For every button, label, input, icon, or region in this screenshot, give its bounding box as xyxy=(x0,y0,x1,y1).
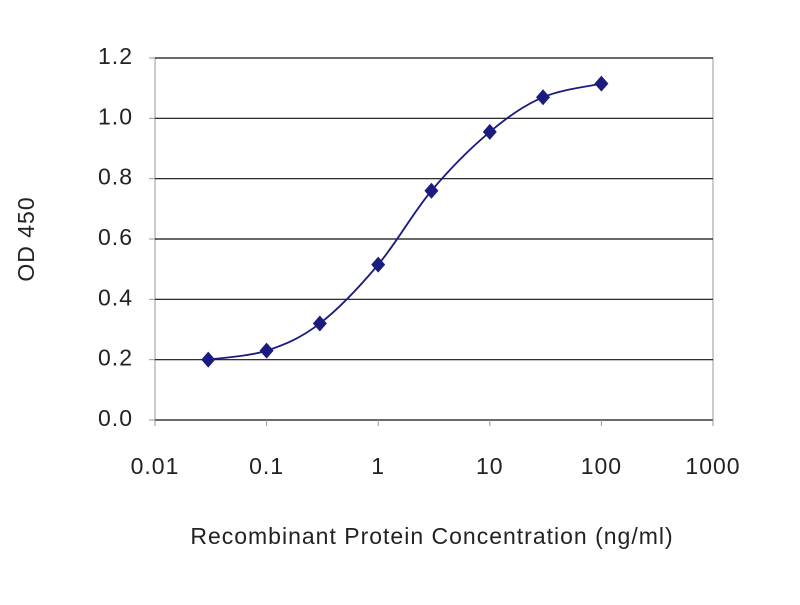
y-tick-label: 0.2 xyxy=(98,345,133,371)
x-tick-label: 1 xyxy=(371,453,385,479)
x-tick-label: 10 xyxy=(476,453,504,479)
x-tick-label: 1000 xyxy=(685,453,740,479)
marker xyxy=(536,89,551,106)
x-tick-label: 100 xyxy=(581,453,622,479)
marker xyxy=(371,256,386,273)
y-tick-label: 1.0 xyxy=(98,103,133,129)
y-tick-label: 0.6 xyxy=(98,224,133,250)
y-tick-label: 0.0 xyxy=(98,405,133,431)
x-tick-label: 0.1 xyxy=(249,453,284,479)
x-axis-label: Recombinant Protein Concentration (ng/ml… xyxy=(190,523,673,549)
y-tick-label: 1.2 xyxy=(98,43,133,69)
marker xyxy=(312,315,327,332)
y-tick-label: 0.4 xyxy=(98,284,133,310)
curve xyxy=(208,82,602,361)
x-tick-label: 0.01 xyxy=(131,453,180,479)
marker xyxy=(424,182,439,199)
marker xyxy=(259,342,274,359)
y-axis-label: OD 450 xyxy=(13,196,39,281)
marker xyxy=(482,123,497,140)
marker xyxy=(201,351,216,368)
y-tick-label: 0.8 xyxy=(98,164,133,190)
marker xyxy=(594,75,609,92)
